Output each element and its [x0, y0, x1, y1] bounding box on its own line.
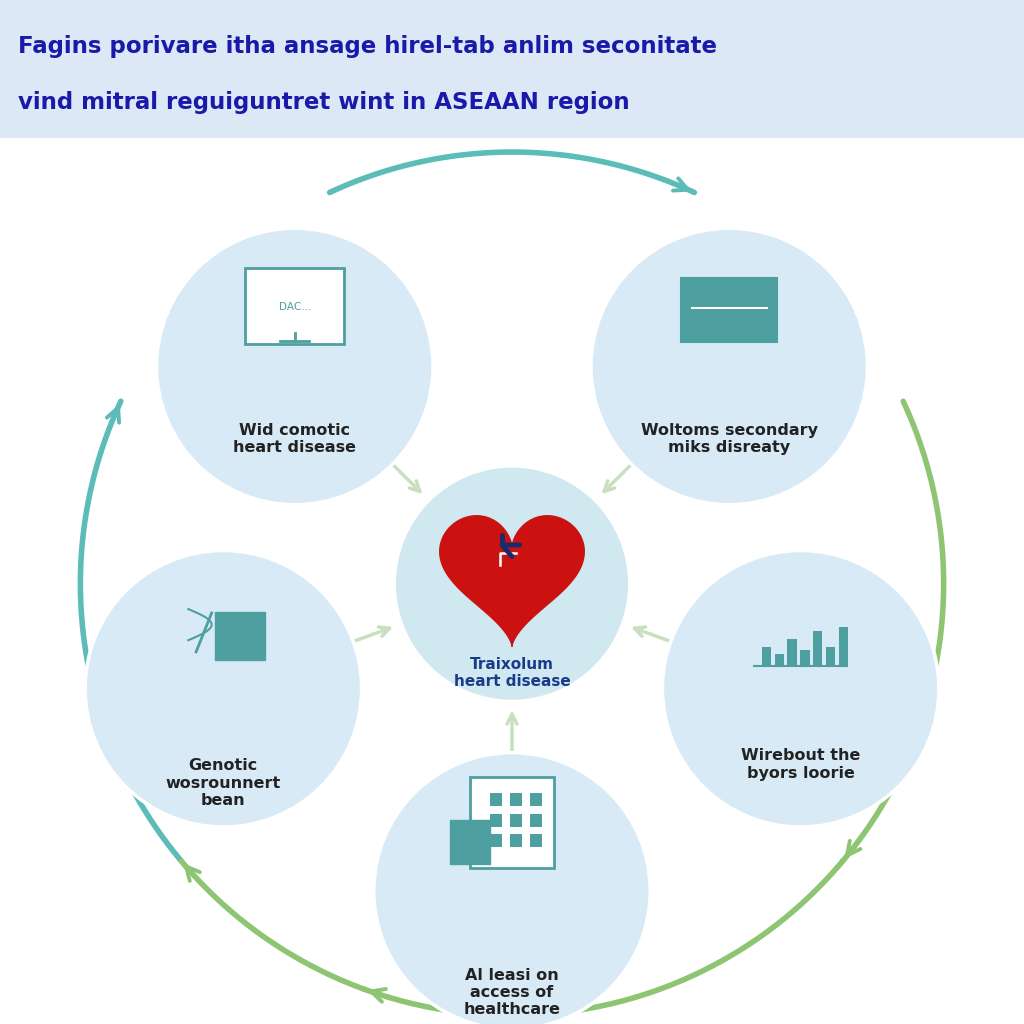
- Circle shape: [85, 551, 361, 827]
- Bar: [787, 639, 797, 666]
- FancyBboxPatch shape: [215, 612, 264, 660]
- Bar: [839, 627, 848, 666]
- Text: Genotic
wosrounnert
bean: Genotic wosrounnert bean: [166, 759, 281, 808]
- Bar: [530, 793, 542, 806]
- Bar: [510, 793, 522, 806]
- FancyBboxPatch shape: [469, 776, 554, 868]
- Circle shape: [591, 228, 867, 505]
- FancyBboxPatch shape: [245, 267, 344, 344]
- Text: Traixolum
heart disease: Traixolum heart disease: [454, 656, 570, 689]
- Bar: [530, 835, 542, 847]
- FancyBboxPatch shape: [0, 0, 1024, 138]
- Text: vind mitral reguiguntret wint in ASEAAN region: vind mitral reguiguntret wint in ASEAAN …: [18, 91, 630, 114]
- Circle shape: [394, 466, 630, 701]
- Bar: [826, 646, 836, 666]
- Text: Al leasi on
access of
healthcare: Al leasi on access of healthcare: [464, 968, 560, 1018]
- Text: Fagins porivare itha ansage hirel-tab anlim seconitate: Fagins porivare itha ansage hirel-tab an…: [18, 35, 718, 57]
- Polygon shape: [439, 516, 585, 646]
- Circle shape: [374, 753, 650, 1024]
- Text: Wirebout the
byors loorie: Wirebout the byors loorie: [741, 749, 860, 780]
- Bar: [530, 814, 542, 826]
- Bar: [510, 814, 522, 826]
- Circle shape: [157, 228, 433, 505]
- Text: DAC...: DAC...: [279, 301, 311, 311]
- FancyBboxPatch shape: [681, 279, 777, 342]
- Bar: [762, 646, 771, 666]
- Circle shape: [663, 551, 939, 827]
- Bar: [774, 654, 783, 666]
- Text: Woltoms secondary
miks disreaty: Woltoms secondary miks disreaty: [641, 423, 818, 456]
- Bar: [801, 650, 810, 666]
- FancyBboxPatch shape: [451, 819, 489, 864]
- Bar: [489, 814, 502, 826]
- Bar: [510, 835, 522, 847]
- Bar: [489, 793, 502, 806]
- Bar: [813, 631, 822, 666]
- Text: Wid comotic
heart disease: Wid comotic heart disease: [233, 423, 356, 456]
- Bar: [489, 835, 502, 847]
